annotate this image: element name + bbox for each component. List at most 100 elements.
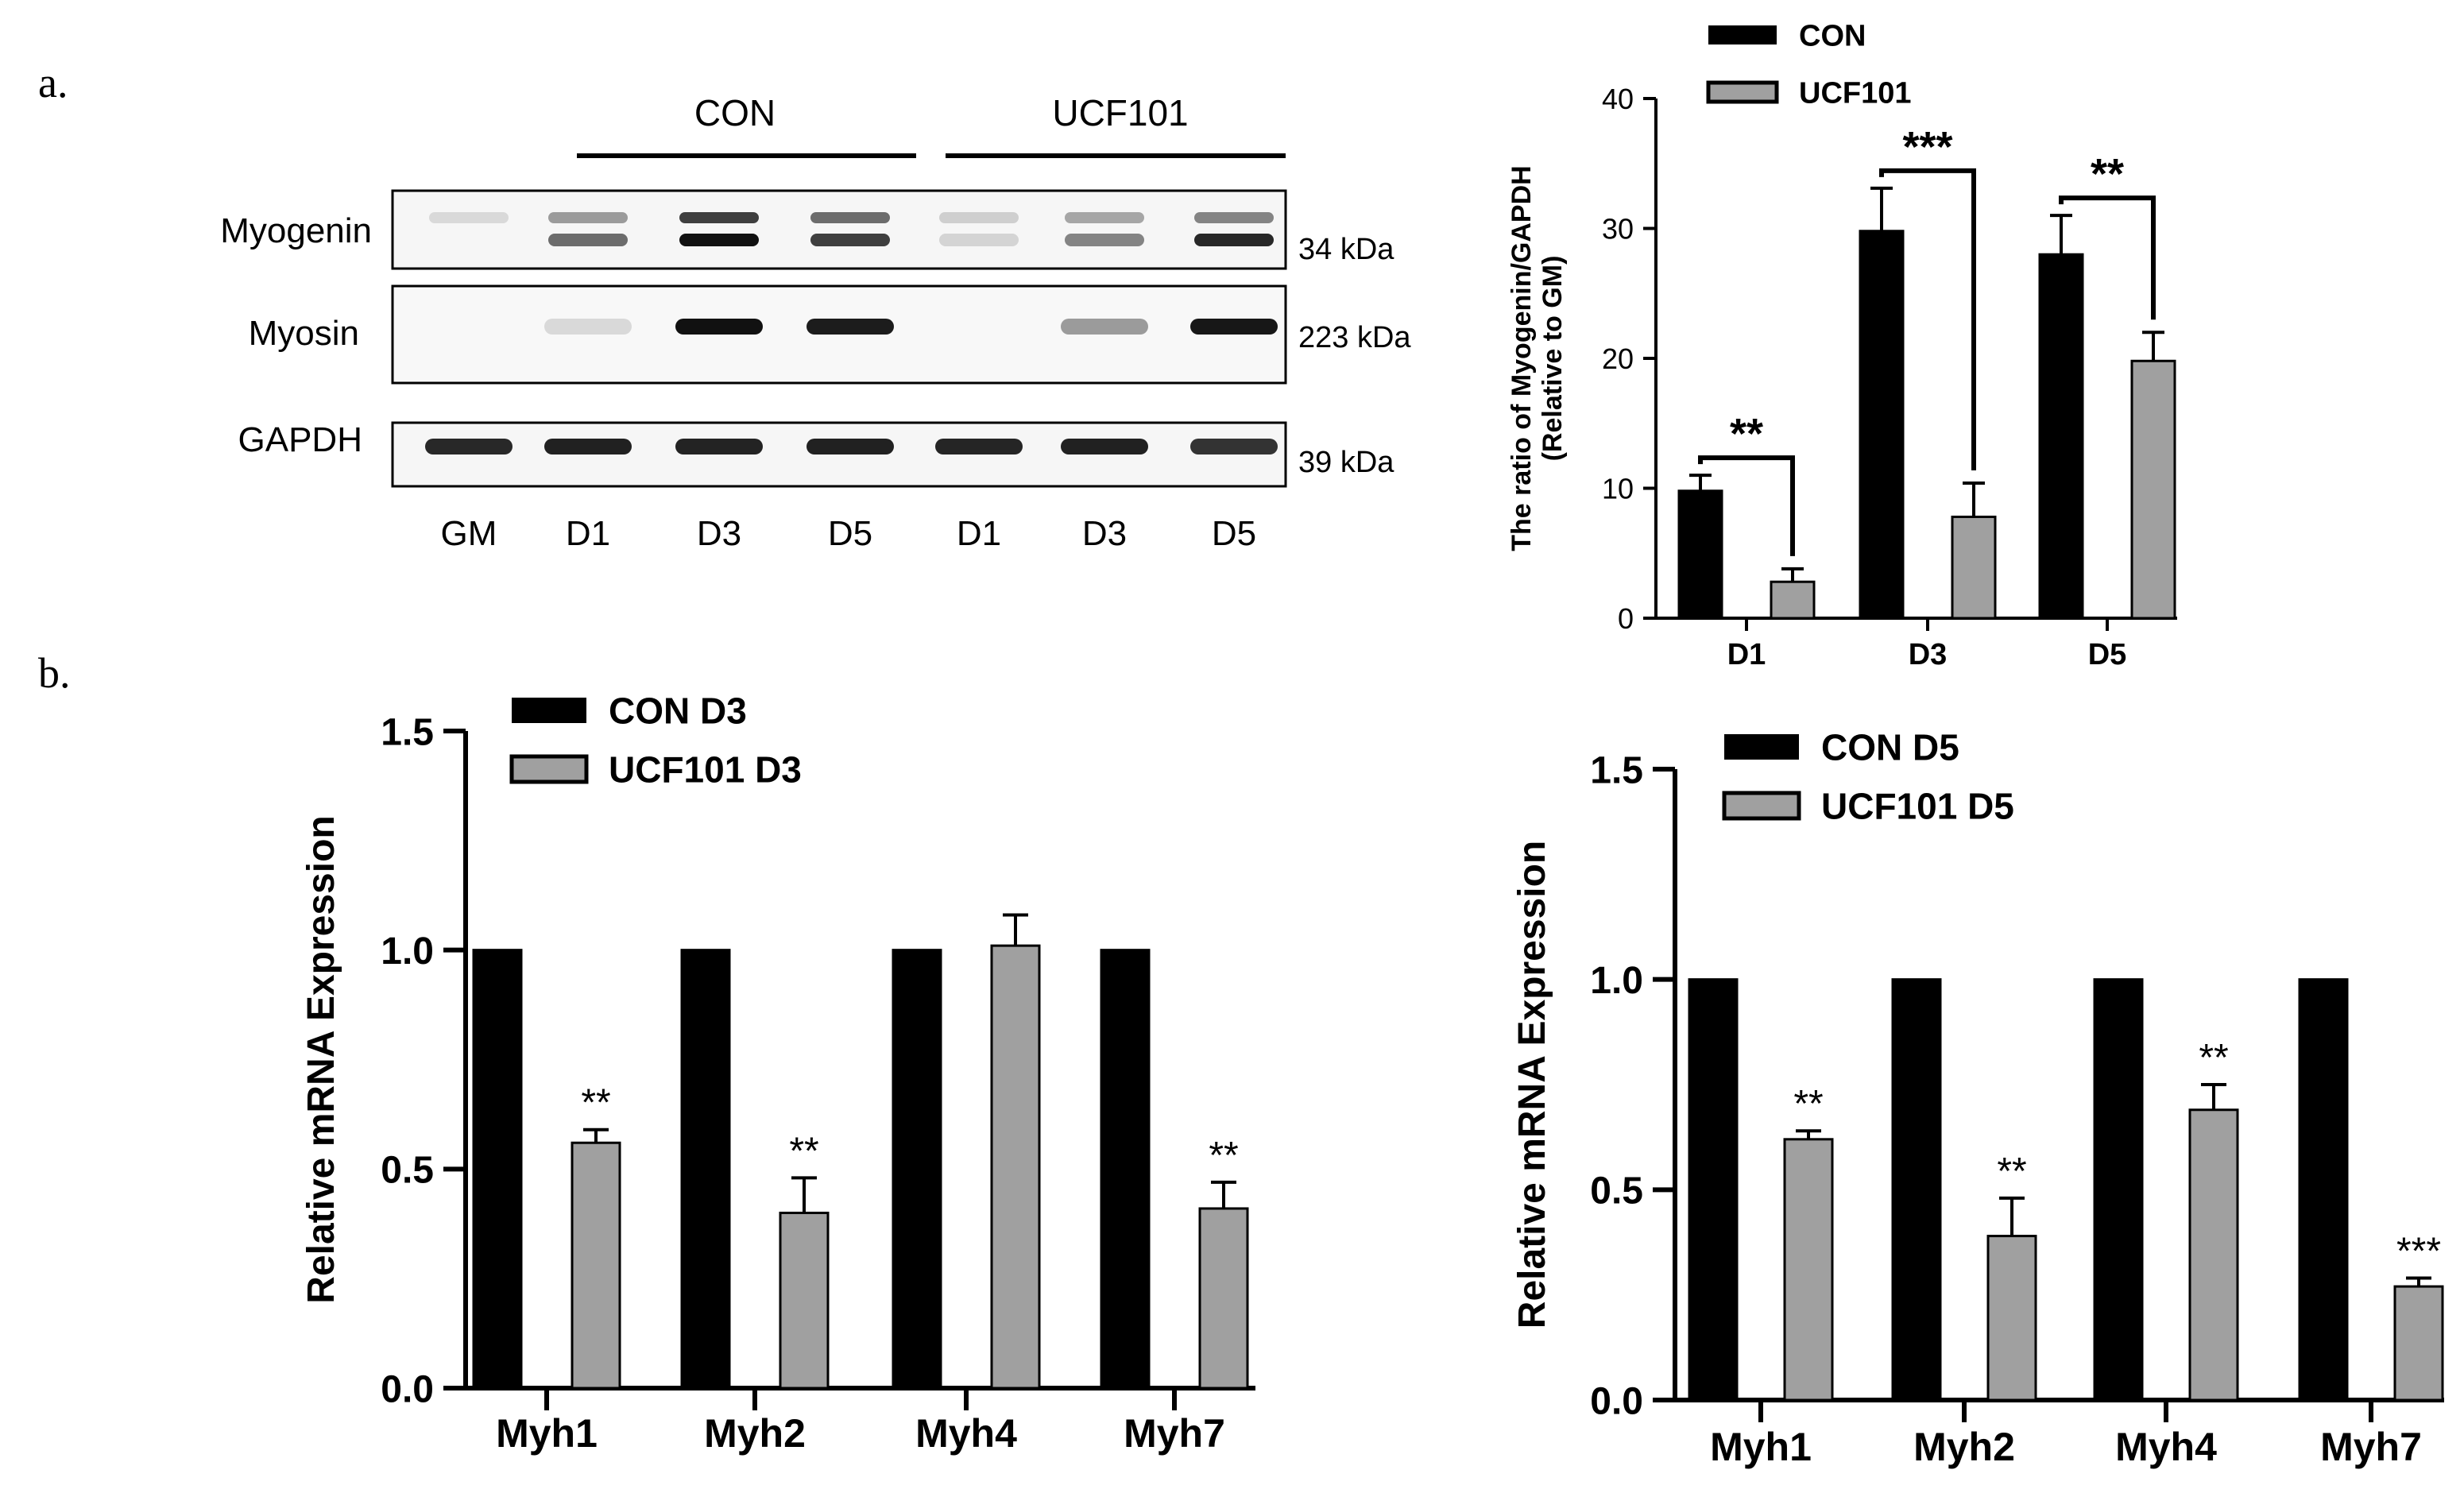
x-tick-label: D3 bbox=[1909, 638, 1948, 671]
y-tick-label: 10 bbox=[1602, 472, 1634, 505]
bar-con-d5-myh7 bbox=[2298, 978, 2349, 1402]
bar-ucf101-d3-myh7 bbox=[1198, 1207, 1249, 1390]
blot-row-label-gapdh: GAPDH bbox=[238, 420, 362, 459]
y-tick-label: 40 bbox=[1602, 83, 1634, 115]
y-tick-label: 1.5 bbox=[1590, 749, 1643, 791]
blot-size-label-myogenin: 34 kDa bbox=[1298, 233, 1394, 266]
significance-marker: ** bbox=[1730, 410, 1763, 458]
bar-con-d3-myh1 bbox=[472, 949, 523, 1390]
myogenin-band-upper-lane-3 bbox=[679, 212, 759, 223]
significance-marker: *** bbox=[2396, 1230, 2441, 1272]
x-tick-label: Myh1 bbox=[496, 1411, 598, 1456]
significance-marker: ** bbox=[2091, 150, 2124, 198]
bar-ucf101-d5-myh7 bbox=[2393, 1285, 2444, 1402]
gapdh-band-lane-1 bbox=[425, 439, 513, 454]
blot-row-label-myosin: Myosin bbox=[249, 314, 359, 353]
y-tick-label: 0.0 bbox=[381, 1368, 434, 1410]
significance-marker: ** bbox=[1997, 1151, 2026, 1193]
significance-marker: ** bbox=[1793, 1083, 1823, 1125]
bar-con-d3 bbox=[1859, 230, 1905, 620]
bar-con-d5 bbox=[2038, 253, 2084, 620]
chart-mrna-d3: 0.0 0.5 1.0 1.5 Relative mRNA Expression Myh1… bbox=[300, 690, 1255, 1456]
myosin-band-lane-4 bbox=[807, 319, 894, 335]
bar-ucf101-d5-myh2 bbox=[1986, 1235, 2037, 1402]
myosin-band-lane-2 bbox=[544, 319, 632, 335]
gapdh-band-lane-5 bbox=[935, 439, 1023, 454]
myogenin-band-lower-lane-4 bbox=[810, 234, 890, 246]
chart-mrna-d5: 0.0 0.5 1.0 1.5 Relative mRNA Expression Myh1… bbox=[1511, 727, 2444, 1469]
y-tick-label: 0.5 bbox=[1590, 1170, 1643, 1213]
y-axis-label: The ratio of Myogenin/GAPDH bbox=[1507, 165, 1537, 551]
y-tick-label: 0.0 bbox=[1590, 1380, 1643, 1422]
myogenin-band-upper-lane-6 bbox=[1065, 212, 1144, 223]
myogenin-band-upper-lane-2 bbox=[548, 212, 628, 223]
myosin-band-lane-6 bbox=[1061, 319, 1148, 335]
bar-ucf101-d1 bbox=[1770, 580, 1816, 620]
blot-row-label-myogenin: Myogenin bbox=[220, 211, 372, 250]
legend-swatch-ucf101-d3 bbox=[509, 754, 589, 784]
myogenin-band-upper-lane-4 bbox=[810, 212, 890, 223]
x-tick-label: Myh2 bbox=[704, 1411, 806, 1456]
bar-ucf101-d3-myh2 bbox=[779, 1211, 830, 1390]
y-tick-label: 30 bbox=[1602, 212, 1634, 245]
bar-ucf101-d5-myh4 bbox=[2188, 1108, 2239, 1402]
x-tick-label: Myh1 bbox=[1710, 1425, 1812, 1469]
legend-swatch-con-d5 bbox=[1724, 734, 1799, 760]
blot-lane-label: D1 bbox=[566, 514, 610, 553]
y-tick-label: 1.5 bbox=[381, 711, 434, 753]
x-tick-label: Myh7 bbox=[1124, 1411, 1225, 1456]
x-tick-label: Myh4 bbox=[915, 1411, 1017, 1456]
x-tick-label: Myh2 bbox=[1913, 1425, 2015, 1469]
x-tick-label: D5 bbox=[2088, 638, 2127, 671]
western-blot: CON UCF101 Myogenin Myosin GAPDH 34 kDa … bbox=[220, 92, 1411, 553]
blot-lane-label: D1 bbox=[957, 514, 1001, 553]
y-tick-label: 0.5 bbox=[381, 1150, 434, 1192]
blot-lane-label: D5 bbox=[828, 514, 872, 553]
significance-bracket bbox=[1879, 168, 1976, 470]
myogenin-band-lower-lane-6 bbox=[1065, 234, 1144, 246]
legend-label-ucf101: UCF101 bbox=[1799, 77, 1912, 110]
gapdh-band-lane-2 bbox=[544, 439, 632, 454]
bar-con-d1 bbox=[1677, 489, 1723, 620]
legend-label-con-d3: CON D3 bbox=[609, 690, 747, 732]
bar-con-d5-myh2 bbox=[1891, 978, 1942, 1402]
blot-strip-myogenin bbox=[391, 189, 1287, 270]
blot-size-label-gapdh: 39 kDa bbox=[1298, 446, 1394, 479]
y-tick-label: 1.0 bbox=[1590, 960, 1643, 1002]
blot-bands bbox=[425, 212, 1278, 454]
bar-ucf101-d5-myh1 bbox=[1783, 1138, 1834, 1402]
y-tick-label: 20 bbox=[1602, 342, 1634, 375]
legend-label-con-d5: CON D5 bbox=[1821, 727, 1959, 768]
significance-bracket bbox=[2059, 195, 2156, 320]
significance-marker: ** bbox=[789, 1130, 818, 1172]
legend-swatch-con bbox=[1708, 25, 1777, 44]
x-tick-label: Myh4 bbox=[2115, 1425, 2217, 1469]
legend-label-ucf101-d5: UCF101 D5 bbox=[1821, 786, 2014, 827]
gapdh-band-lane-6 bbox=[1061, 439, 1148, 454]
myogenin-band-upper-lane-1 bbox=[429, 212, 509, 223]
legend-swatch-ucf101-d5 bbox=[1722, 791, 1801, 821]
blot-size-label-myosin: 223 kDa bbox=[1298, 321, 1411, 354]
bar-ucf101-d3-myh1 bbox=[571, 1141, 621, 1390]
blot-lane-label: D3 bbox=[697, 514, 741, 553]
blot-group-label-con: CON bbox=[694, 92, 776, 133]
myogenin-band-upper-lane-7 bbox=[1194, 212, 1274, 223]
bar-con-d3-myh2 bbox=[680, 949, 731, 1390]
y-tick-label: 1.0 bbox=[381, 930, 434, 973]
myogenin-band-lower-lane-5 bbox=[939, 234, 1019, 246]
legend-label-con: CON bbox=[1799, 20, 1866, 53]
blot-lane-label: D5 bbox=[1212, 514, 1256, 553]
x-tick-label: D1 bbox=[1727, 638, 1766, 671]
bar-ucf101-d3-myh4 bbox=[990, 944, 1041, 1390]
myogenin-band-lower-lane-3 bbox=[679, 234, 759, 246]
bar-con-d5-myh1 bbox=[1688, 978, 1739, 1402]
blot-lane-label: D3 bbox=[1082, 514, 1127, 553]
y-axis-label: Relative mRNA Expression bbox=[1511, 841, 1553, 1329]
legend-swatch-ucf101 bbox=[1706, 80, 1779, 104]
bar-con-d3-myh4 bbox=[892, 949, 942, 1390]
y-axis-label: Relative mRNA Expression bbox=[300, 815, 342, 1303]
y-tick-label: 0 bbox=[1618, 602, 1634, 635]
gapdh-band-lane-3 bbox=[675, 439, 763, 454]
significance-marker: ** bbox=[581, 1082, 610, 1124]
